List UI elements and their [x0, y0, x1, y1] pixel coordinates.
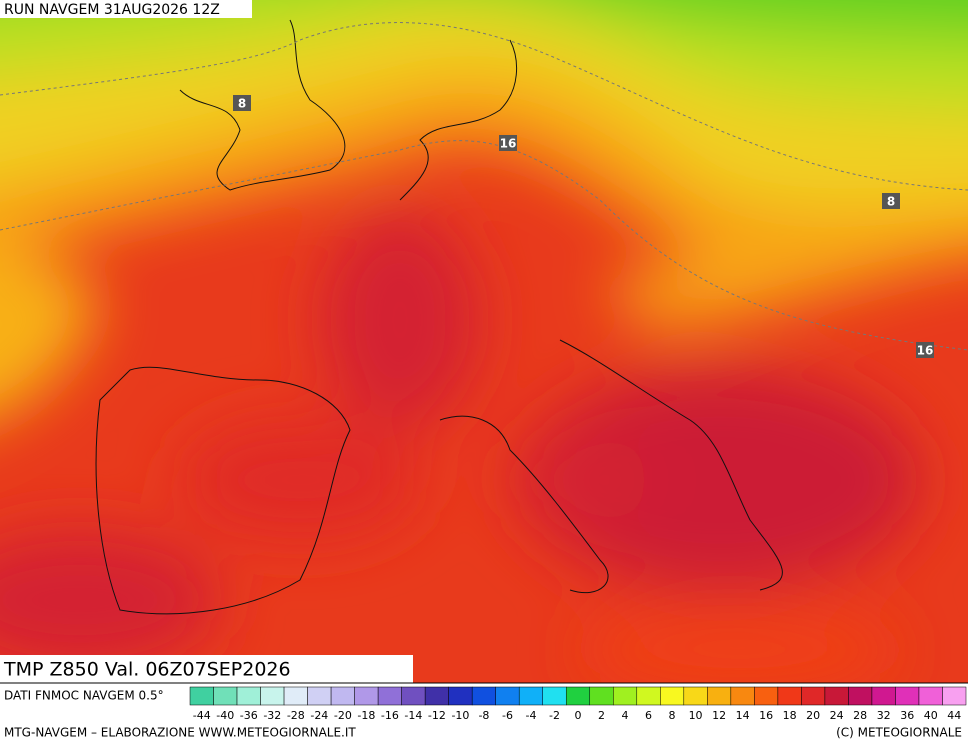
- contour-label: 16: [917, 344, 934, 358]
- legend-swatch: [189, 686, 214, 706]
- legend-swatch: [565, 686, 591, 706]
- legend-swatch: [801, 686, 826, 706]
- legend-swatch: [683, 686, 708, 706]
- legend-swatch: [260, 686, 285, 706]
- legend-swatch: [895, 686, 920, 706]
- legend-label: 10: [689, 709, 703, 722]
- legend-swatch: [589, 686, 614, 706]
- footer-right: (C) METEOGIORNALE: [836, 726, 962, 740]
- legend-label: -24: [310, 709, 328, 722]
- legend-label: -14: [404, 709, 422, 722]
- contour-label-box: [499, 135, 517, 151]
- legend-label: 0: [575, 709, 582, 722]
- legend-swatch: [636, 686, 661, 706]
- legend-swatch: [871, 686, 896, 706]
- temperature-field: [0, 0, 968, 683]
- legend-label: 32: [877, 709, 891, 722]
- legend-label: -6: [502, 709, 513, 722]
- legend-label: -28: [287, 709, 305, 722]
- legend-label: -20: [334, 709, 352, 722]
- legend-label: 8: [669, 709, 676, 722]
- legend-swatch: [707, 686, 732, 706]
- legend-swatch: [824, 686, 849, 706]
- legend-label: -4: [525, 709, 536, 722]
- legend-swatch: [942, 686, 967, 706]
- title-box: [0, 0, 252, 18]
- legend-label: -2: [549, 709, 560, 722]
- legend-label: -18: [357, 709, 375, 722]
- legend-label: 18: [783, 709, 797, 722]
- legend-swatch: [236, 686, 261, 706]
- legend-label: 4: [622, 709, 629, 722]
- footer-left: MTG-NAVGEM – ELABORAZIONE WWW.METEOGIORN…: [4, 726, 356, 740]
- legend-label: -40: [216, 709, 234, 722]
- legend-swatch: [542, 686, 567, 706]
- legend-swatch: [401, 686, 426, 706]
- legend-label: 24: [830, 709, 844, 722]
- legend-swatch: [848, 686, 873, 706]
- legend-swatch: [613, 686, 638, 706]
- legend-swatch: [424, 686, 449, 706]
- contour-label-box: [233, 95, 251, 111]
- legend-swatch: [471, 686, 496, 706]
- coastlines: [95, 19, 783, 615]
- field-label: TMP Z850 Val. 06Z07SEP2026: [3, 659, 291, 681]
- legend-swatch: [213, 686, 238, 706]
- legend-label: 6: [645, 709, 652, 722]
- legend-label: -36: [240, 709, 258, 722]
- contour-label-box: [882, 193, 900, 209]
- legend-label: 28: [853, 709, 867, 722]
- legend-label: -16: [381, 709, 399, 722]
- field-label-box: [0, 655, 413, 683]
- legend-swatch: [377, 686, 402, 706]
- legend-swatch: [918, 686, 943, 706]
- legend-label: 36: [900, 709, 914, 722]
- legend-swatch: [730, 686, 755, 706]
- legend-swatch: [448, 686, 473, 706]
- contour-label: 8: [238, 97, 246, 111]
- legend-label: -12: [428, 709, 446, 722]
- legend-label: 44: [947, 709, 961, 722]
- legend-label: 12: [712, 709, 726, 722]
- legend-swatch: [660, 686, 685, 706]
- legend-label: 14: [736, 709, 750, 722]
- legend-label: 40: [924, 709, 938, 722]
- legend-label: -32: [263, 709, 281, 722]
- contour-label: 8: [887, 195, 895, 209]
- contour-label-box: [916, 342, 934, 358]
- legend-swatch: [495, 686, 520, 706]
- run-title: RUN NAVGEM 31AUG2026 12Z: [4, 2, 220, 18]
- legend-swatch: [354, 686, 379, 706]
- isotherms: [0, 22, 968, 351]
- legend-label: -8: [478, 709, 489, 722]
- legend-swatch: [330, 686, 355, 706]
- legend-label: 16: [759, 709, 773, 722]
- legend-swatch: [307, 686, 332, 706]
- legend-swatch: [754, 686, 779, 706]
- legend-label: 20: [806, 709, 820, 722]
- legend-swatch: [283, 686, 308, 706]
- legend-swatch: [518, 686, 543, 706]
- legend-label: 2: [598, 709, 605, 722]
- legend-label: -44: [193, 709, 211, 722]
- legend-label: -10: [451, 709, 469, 722]
- legend-swatch: [777, 686, 802, 706]
- contour-label: 16: [500, 137, 517, 151]
- legend-source: DATI FNMOC NAVGEM 0.5°: [4, 689, 164, 703]
